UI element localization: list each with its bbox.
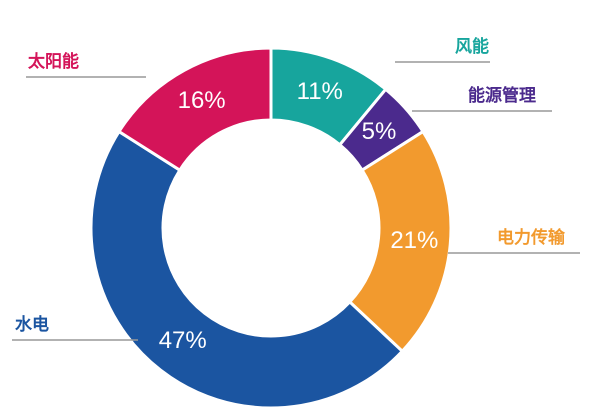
slice xyxy=(89,129,405,410)
slice xyxy=(347,129,453,354)
category-label: 能源管理 xyxy=(468,85,536,106)
value-label: 5% xyxy=(362,118,397,145)
category-label: 水电 xyxy=(15,314,49,335)
category-label: 风能 xyxy=(455,36,489,57)
category-label: 电力传输 xyxy=(497,227,566,248)
value-label: 21% xyxy=(390,227,438,254)
value-label: 16% xyxy=(178,87,226,114)
value-label: 47% xyxy=(159,327,207,354)
value-label: 11% xyxy=(297,78,343,105)
category-label: 太阳能 xyxy=(28,51,79,72)
slice xyxy=(116,46,273,173)
